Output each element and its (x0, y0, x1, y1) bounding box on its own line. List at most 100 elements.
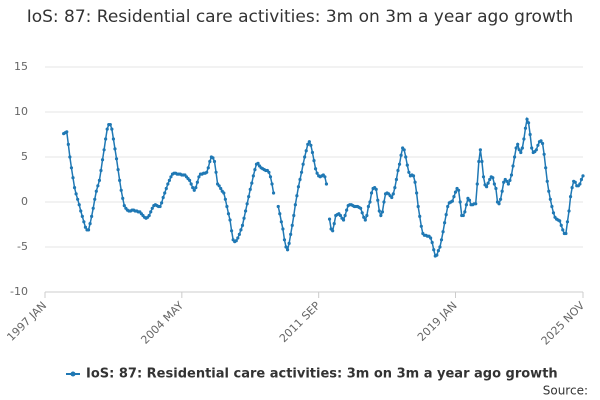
data-point (82, 220, 86, 224)
data-point (561, 228, 565, 232)
data-point (578, 182, 582, 186)
data-point (243, 209, 248, 213)
data-point (323, 175, 327, 179)
data-point (71, 176, 75, 180)
data-point (488, 177, 492, 182)
x-tick-label: 2019 JAN (415, 299, 460, 344)
data-point (236, 236, 240, 240)
data-point (516, 142, 520, 146)
x-tick-label: 2025 NOV (539, 299, 588, 348)
data-point (121, 196, 125, 200)
data-point (457, 188, 461, 192)
data-point (149, 210, 153, 214)
data-point (492, 182, 496, 186)
data-point (304, 149, 308, 153)
data-point (430, 240, 434, 245)
data-point (164, 186, 168, 191)
data-point (477, 159, 481, 164)
data-point (520, 146, 524, 150)
data-point (287, 241, 291, 245)
data-point (295, 194, 299, 198)
data-point (74, 192, 78, 196)
data-point (88, 222, 92, 226)
data-point (278, 212, 282, 216)
data-point (80, 214, 84, 218)
data-point (65, 130, 69, 134)
data-point (114, 157, 119, 161)
data-point (245, 202, 249, 206)
data-point (581, 174, 585, 178)
data-point (435, 253, 439, 257)
data-point (338, 213, 343, 218)
data-point (229, 229, 234, 233)
x-tick-label: 2011 SEP (277, 299, 323, 345)
data-point (93, 197, 97, 201)
data-point (306, 142, 310, 146)
data-point (429, 236, 433, 240)
data-point (86, 228, 91, 232)
data-point (315, 171, 319, 175)
data-point (284, 245, 288, 249)
data-point (474, 202, 478, 206)
data-point (150, 206, 154, 210)
data-point (458, 200, 462, 204)
data-point (77, 203, 81, 207)
data-point (247, 195, 251, 199)
data-point (303, 155, 307, 159)
data-point (525, 117, 529, 121)
x-tick-label: 2004 MAY (138, 299, 186, 347)
data-point (94, 189, 98, 193)
data-point (188, 178, 192, 182)
data-point (307, 140, 311, 144)
data-point (415, 191, 419, 195)
data-point (438, 245, 442, 249)
data-point (528, 132, 532, 137)
data-point (475, 182, 479, 186)
data-point (226, 212, 231, 216)
data-point (313, 167, 318, 171)
data-point (332, 222, 336, 226)
data-point (163, 191, 167, 195)
data-point (105, 127, 109, 131)
data-point (439, 238, 444, 242)
data-point (547, 189, 551, 193)
data-point (380, 210, 385, 214)
data-point (486, 181, 490, 185)
data-point (558, 219, 562, 223)
data-point (331, 229, 335, 233)
data-point (390, 195, 394, 200)
data-point (517, 148, 521, 152)
data-point (248, 187, 252, 191)
data-point (240, 223, 245, 227)
data-point (296, 185, 301, 189)
data-point (104, 137, 108, 141)
y-tick-label: 5 (21, 150, 28, 163)
data-point (559, 223, 563, 227)
data-point (222, 191, 226, 195)
data-point (506, 182, 510, 186)
data-point (197, 175, 201, 179)
data-point (281, 227, 285, 231)
data-point (402, 148, 406, 152)
data-point (309, 143, 313, 147)
data-point (536, 143, 540, 147)
data-point (396, 168, 400, 173)
data-point (397, 162, 402, 166)
data-point (391, 192, 395, 196)
data-point (526, 121, 531, 125)
data-point (91, 206, 95, 210)
data-point (359, 206, 363, 210)
data-point (79, 209, 83, 213)
data-point (66, 142, 70, 146)
data-point (169, 175, 173, 179)
data-point (452, 195, 456, 199)
data-point (290, 223, 294, 227)
data-point (444, 213, 448, 217)
data-point (551, 211, 556, 215)
data-point (68, 155, 72, 159)
data-point (567, 209, 571, 213)
data-point (108, 123, 112, 127)
data-point (271, 191, 276, 195)
data-point (100, 158, 105, 162)
data-point (289, 232, 293, 236)
